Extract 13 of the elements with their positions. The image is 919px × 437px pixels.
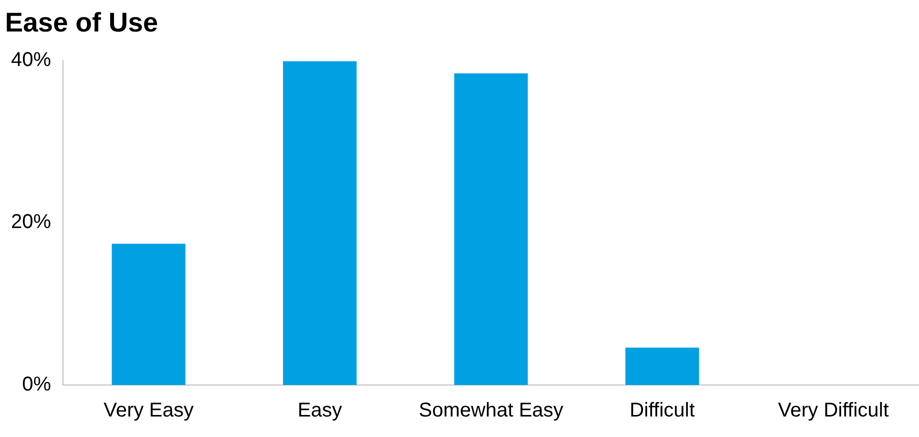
bar [112, 244, 186, 385]
bar [454, 73, 528, 385]
bar [283, 61, 357, 385]
chart-title: Ease of Use [5, 8, 158, 38]
x-tick-label: Easy [298, 400, 342, 422]
x-tick-label: Very Difficult [778, 400, 890, 422]
y-tick-label: 40% [11, 48, 52, 71]
y-tick-label: 0% [22, 374, 52, 396]
x-tick-label: Difficult [630, 400, 696, 422]
y-tick-label: 20% [11, 211, 52, 234]
x-tick-label: Very Easy [104, 400, 194, 422]
x-tick-label: Somewhat Easy [418, 400, 564, 422]
bar [625, 348, 700, 385]
